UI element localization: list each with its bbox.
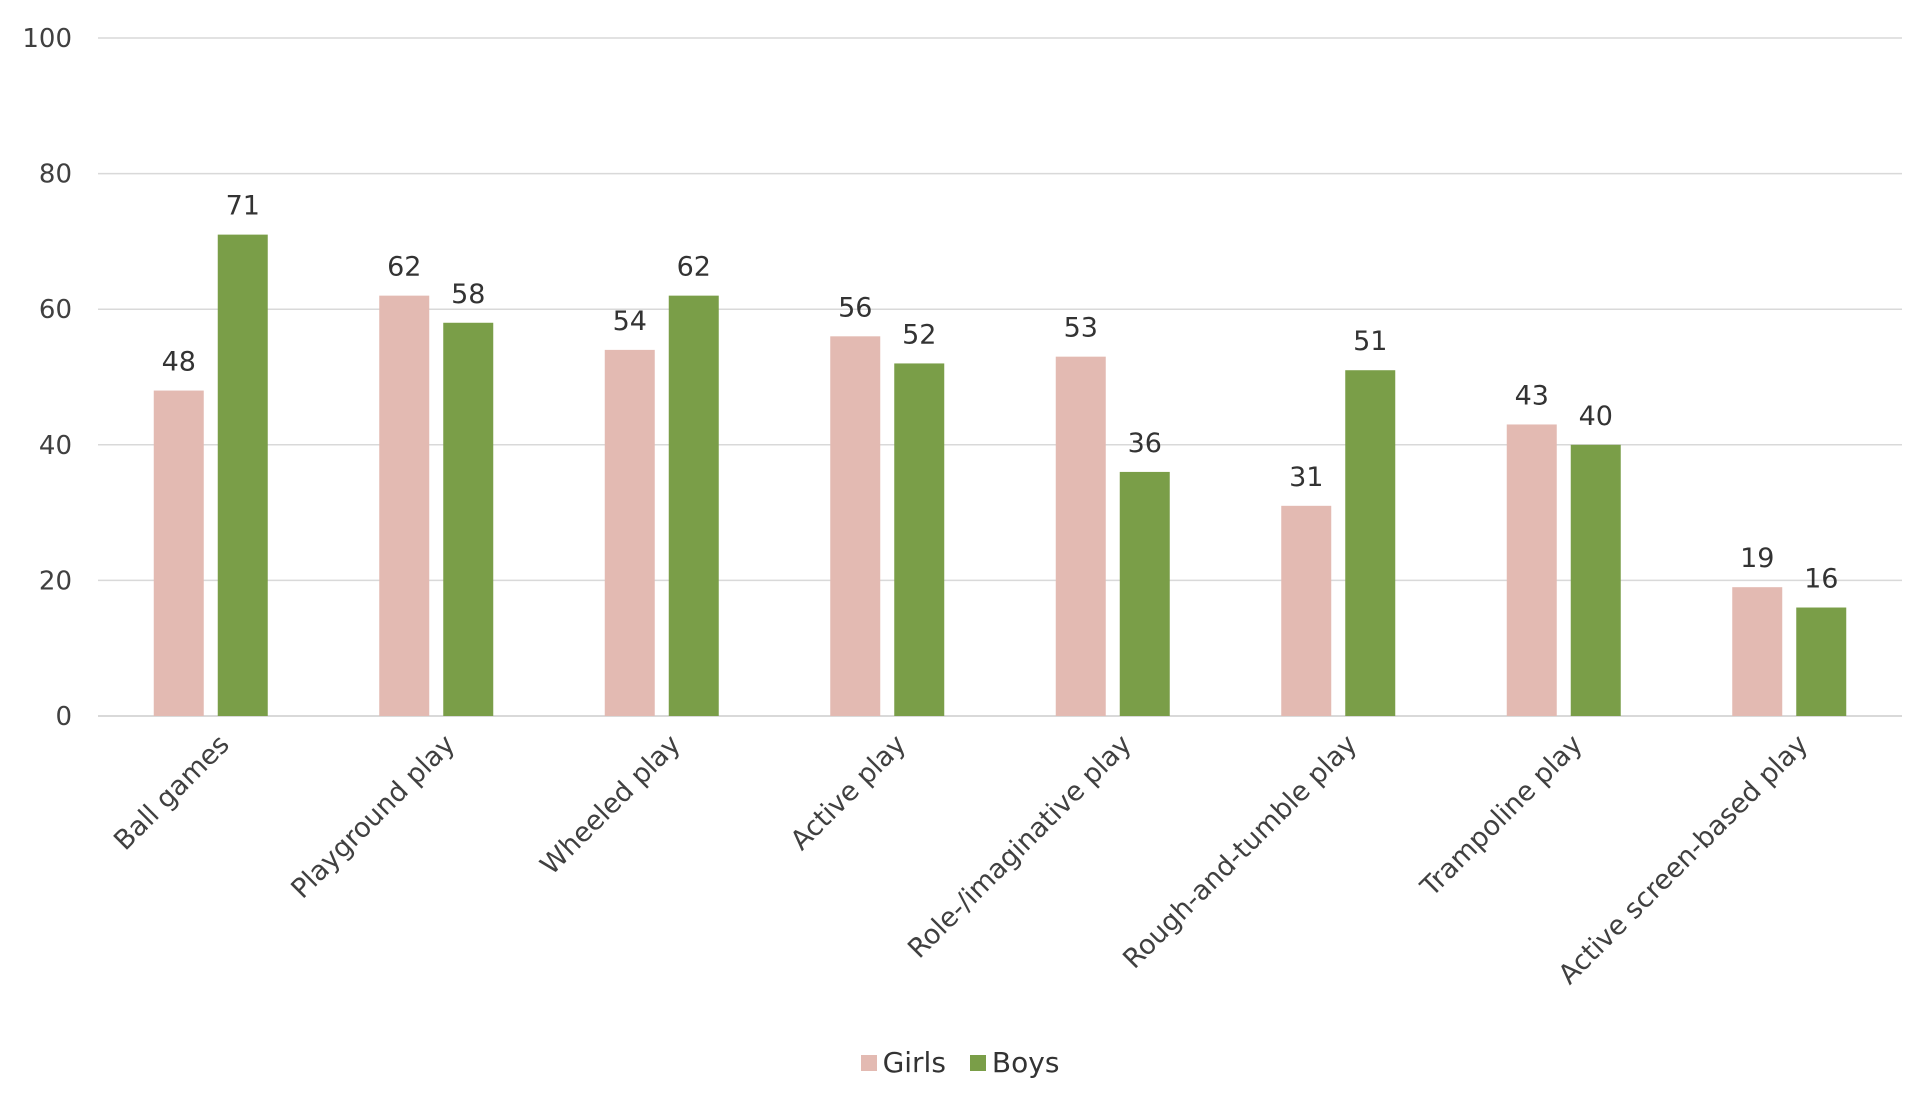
bar-boys-playground-play bbox=[443, 322, 494, 716]
y-tick-label-100: 100 bbox=[22, 24, 72, 54]
data-label-girls-rough-and-tumble-play: 31 bbox=[1289, 462, 1323, 493]
legend-item-girls: Girls bbox=[860, 1046, 946, 1079]
data-label-girls-playground-play: 62 bbox=[387, 252, 421, 283]
y-tick-label-80: 80 bbox=[39, 160, 72, 190]
bar-girls-active-screen-based-play bbox=[1732, 587, 1783, 716]
x-tick-label-wheeled-play: Wheeled play bbox=[535, 729, 687, 881]
bar-boys-role-imaginative-play bbox=[1119, 471, 1170, 716]
bar-girls-trampoline-play bbox=[1506, 424, 1557, 716]
bar-boys-trampoline-play bbox=[1570, 444, 1621, 716]
y-tick-label-20: 20 bbox=[39, 566, 72, 596]
y-tick-label-0: 0 bbox=[55, 702, 72, 732]
bar-boys-active-screen-based-play bbox=[1796, 607, 1847, 716]
data-label-girls-wheeled-play: 54 bbox=[613, 306, 647, 337]
bar-boys-active-play bbox=[894, 363, 945, 716]
data-label-girls-trampoline-play: 43 bbox=[1515, 380, 1549, 411]
data-label-boys-active-play: 52 bbox=[902, 319, 936, 350]
bars bbox=[153, 234, 1847, 716]
x-tick-label-trampoline-play: Trampoline play bbox=[1414, 729, 1588, 903]
bar-girls-wheeled-play bbox=[604, 349, 655, 716]
data-label-boys-role-imaginative-play: 36 bbox=[1128, 428, 1162, 459]
y-tick-label-40: 40 bbox=[39, 431, 72, 461]
legend-swatch-girls bbox=[860, 1054, 877, 1071]
x-tick-label-active-screen-based-play: Active screen-based play bbox=[1553, 729, 1815, 991]
gridlines bbox=[98, 37, 1902, 717]
data-label-boys-playground-play: 58 bbox=[451, 279, 485, 310]
x-tick-label-ball-games: Ball games bbox=[108, 729, 236, 857]
data-label-girls-active-screen-based-play: 19 bbox=[1740, 543, 1774, 574]
bar-girls-playground-play bbox=[379, 295, 430, 716]
legend-item-boys: Boys bbox=[969, 1046, 1060, 1079]
bar-girls-active-play bbox=[830, 336, 881, 716]
legend-label-boys: Boys bbox=[991, 1046, 1060, 1079]
legend-swatch-boys bbox=[969, 1054, 986, 1071]
data-label-boys-active-screen-based-play: 16 bbox=[1804, 564, 1838, 595]
data-label-girls-ball-games: 48 bbox=[162, 347, 196, 378]
bar-boys-wheeled-play bbox=[668, 295, 719, 716]
bar-girls-ball-games bbox=[153, 390, 204, 716]
data-label-boys-ball-games: 71 bbox=[226, 191, 260, 222]
y-axis-ticks: 0 20 40 60 80 100 bbox=[22, 24, 72, 732]
data-label-girls-active-play: 56 bbox=[838, 292, 872, 323]
bar-girls-role-imaginative-play bbox=[1055, 356, 1106, 716]
legend-label-girls: Girls bbox=[882, 1046, 946, 1079]
x-tick-label-role-imaginative-play: Role-/imaginative play bbox=[902, 729, 1138, 965]
data-label-boys-trampoline-play: 40 bbox=[1579, 401, 1613, 432]
data-label-girls-role-imaginative-play: 53 bbox=[1064, 313, 1098, 344]
data-labels: 48 71 62 58 54 62 56 52 53 36 31 51 43 40 19 16 bbox=[162, 191, 1839, 595]
x-axis-category-labels: Ball games Playground play Wheeled play Act… bbox=[108, 729, 1814, 991]
x-tick-label-active-play: Active play bbox=[785, 729, 912, 856]
data-label-boys-wheeled-play: 62 bbox=[677, 252, 711, 283]
bar-boys-rough-and-tumble-play bbox=[1345, 370, 1396, 716]
x-tick-label-playground-play: Playground play bbox=[285, 729, 461, 905]
data-label-boys-rough-and-tumble-play: 51 bbox=[1353, 326, 1387, 357]
bar-girls-rough-and-tumble-play bbox=[1281, 505, 1332, 716]
bar-boys-ball-games bbox=[217, 234, 268, 716]
chart-legend: Girls Boys bbox=[0, 1046, 1920, 1079]
y-tick-label-60: 60 bbox=[39, 295, 72, 325]
x-tick-label-rough-and-tumble-play: Rough-and-tumble play bbox=[1117, 729, 1363, 975]
